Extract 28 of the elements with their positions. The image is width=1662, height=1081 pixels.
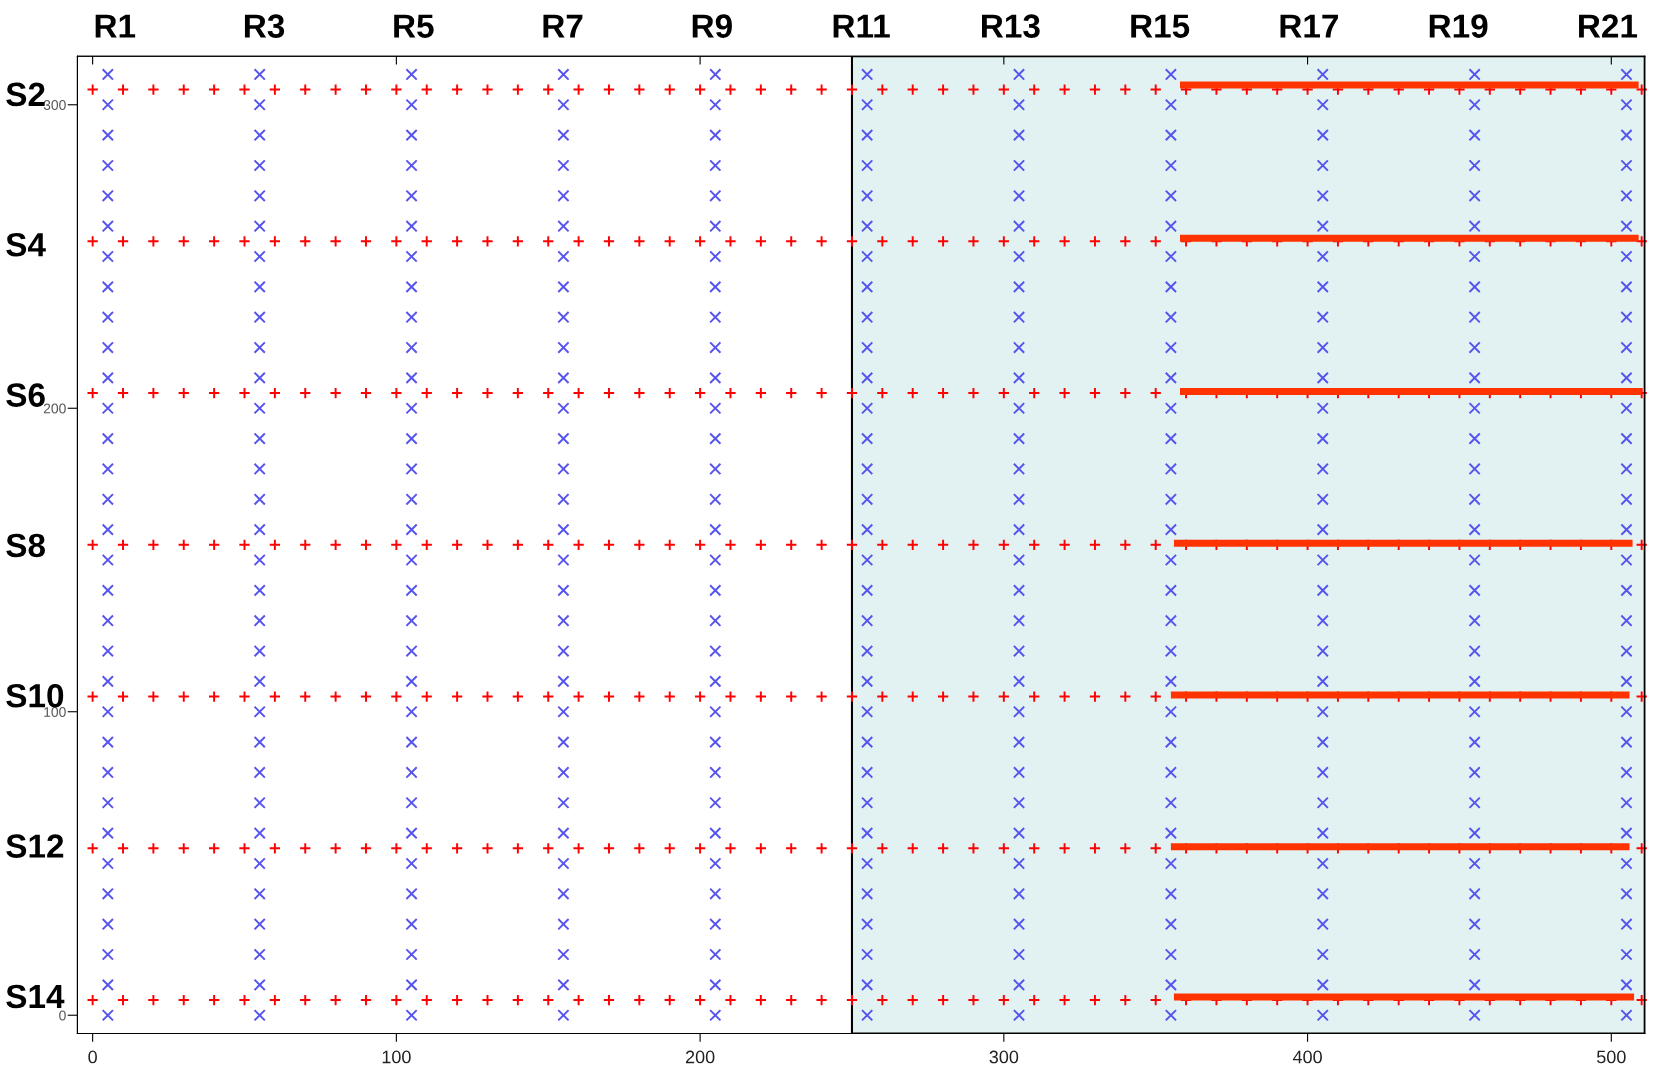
- x-tick-label: 0: [88, 1050, 97, 1064]
- y-tick-label: 300: [43, 100, 66, 110]
- category-label: S14: [6, 984, 65, 1009]
- y-tick-label: 100: [44, 707, 66, 717]
- x-tick-label: 200: [685, 1050, 715, 1064]
- category-label: S6: [6, 383, 45, 407]
- x-tick-label: 300: [989, 1050, 1019, 1064]
- category-label: S10: [6, 683, 64, 708]
- text: R7: [543, 14, 583, 38]
- category-label: S2: [6, 82, 45, 107]
- text: R3: [244, 14, 285, 38]
- category-label: S12: [6, 834, 64, 858]
- category-label: S4: [6, 232, 46, 257]
- text: R19: [1429, 14, 1488, 38]
- text: R11: [833, 14, 890, 38]
- text: R9: [692, 14, 732, 38]
- x-tick-label: 400: [1292, 1050, 1322, 1064]
- y-tick-label: 0: [59, 1010, 66, 1021]
- text: R21: [1579, 14, 1638, 38]
- text: R17: [1280, 14, 1338, 38]
- text: R15: [1131, 14, 1190, 38]
- y-tick-label: 200: [43, 403, 66, 414]
- text: R5: [394, 14, 434, 38]
- x-tick-label: 100: [382, 1050, 411, 1064]
- text: R13: [982, 14, 1040, 38]
- text: R1: [95, 14, 136, 38]
- x-tick-label: 500: [1596, 1050, 1626, 1064]
- category-label: S8: [6, 533, 45, 558]
